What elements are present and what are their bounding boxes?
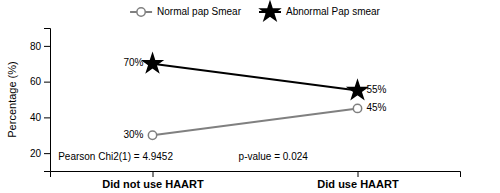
x-tick: Did use HAART [317,171,399,190]
legend-item: Abnormal Pap smear [259,2,381,20]
y-axis-line [44,29,51,172]
annotation: p-value = 0.024 [239,151,309,162]
y-tick: 60 [30,76,50,87]
x-axis: Did not use HAART Did use HAART [51,171,461,190]
legend-marker [137,8,145,16]
x-axis-line [51,172,461,178]
annotations: Pearson Chi2(1) = 4.9452 p-value = 0.024 [58,151,308,162]
y-tick-mark [44,117,50,118]
data-label: 70% [123,57,143,68]
annotation: Pearson Chi2(1) = 4.9452 [58,151,173,162]
series-line [153,64,358,91]
series [143,54,367,99]
y-axis-title: Percentage (%) [6,61,18,137]
y-tick: 20 [30,148,50,159]
y-tick-label: 80 [30,41,42,52]
legend-item: Normal pap Smear [130,6,242,17]
point-marker [348,81,367,99]
y-tick: 40 [30,112,50,123]
legend-marker [261,2,280,20]
marks [143,54,367,140]
x-tick-mark [358,171,359,177]
y-tick-mark [44,82,50,83]
data-label: 55% [367,84,387,95]
data-label: 45% [367,102,387,113]
y-axis: 20 40 60 80 [30,29,51,172]
legend-label: Abnormal Pap smear [286,6,381,17]
y-tick-label: 20 [30,148,42,159]
y-tick-mark [44,153,50,154]
series-line [153,108,358,135]
data-label: 30% [123,129,143,140]
chart: 20 40 60 80 Did not use HAART Did use HAART 30… [0,0,500,193]
x-tick-label: Did use HAART [317,178,399,190]
plot: 20 40 60 80 Did not use HAART Did use HAART 30… [30,29,461,190]
y-tick-label: 60 [30,76,42,87]
y-tick: 80 [30,41,50,52]
x-tick: Did not use HAART [102,171,204,190]
point-marker [143,54,162,72]
legend: Normal pap Smear Abnormal Pap smear [130,2,381,20]
point-marker [353,104,361,112]
point-marker [148,131,156,139]
legend-label: Normal pap Smear [157,6,242,17]
x-tick-label: Did not use HAART [102,178,204,190]
series [148,104,361,139]
y-tick-label: 40 [30,112,42,123]
y-tick-mark [44,46,50,47]
x-tick-mark [153,171,154,177]
data-labels: 30% 45% 70% 55% [123,57,386,140]
